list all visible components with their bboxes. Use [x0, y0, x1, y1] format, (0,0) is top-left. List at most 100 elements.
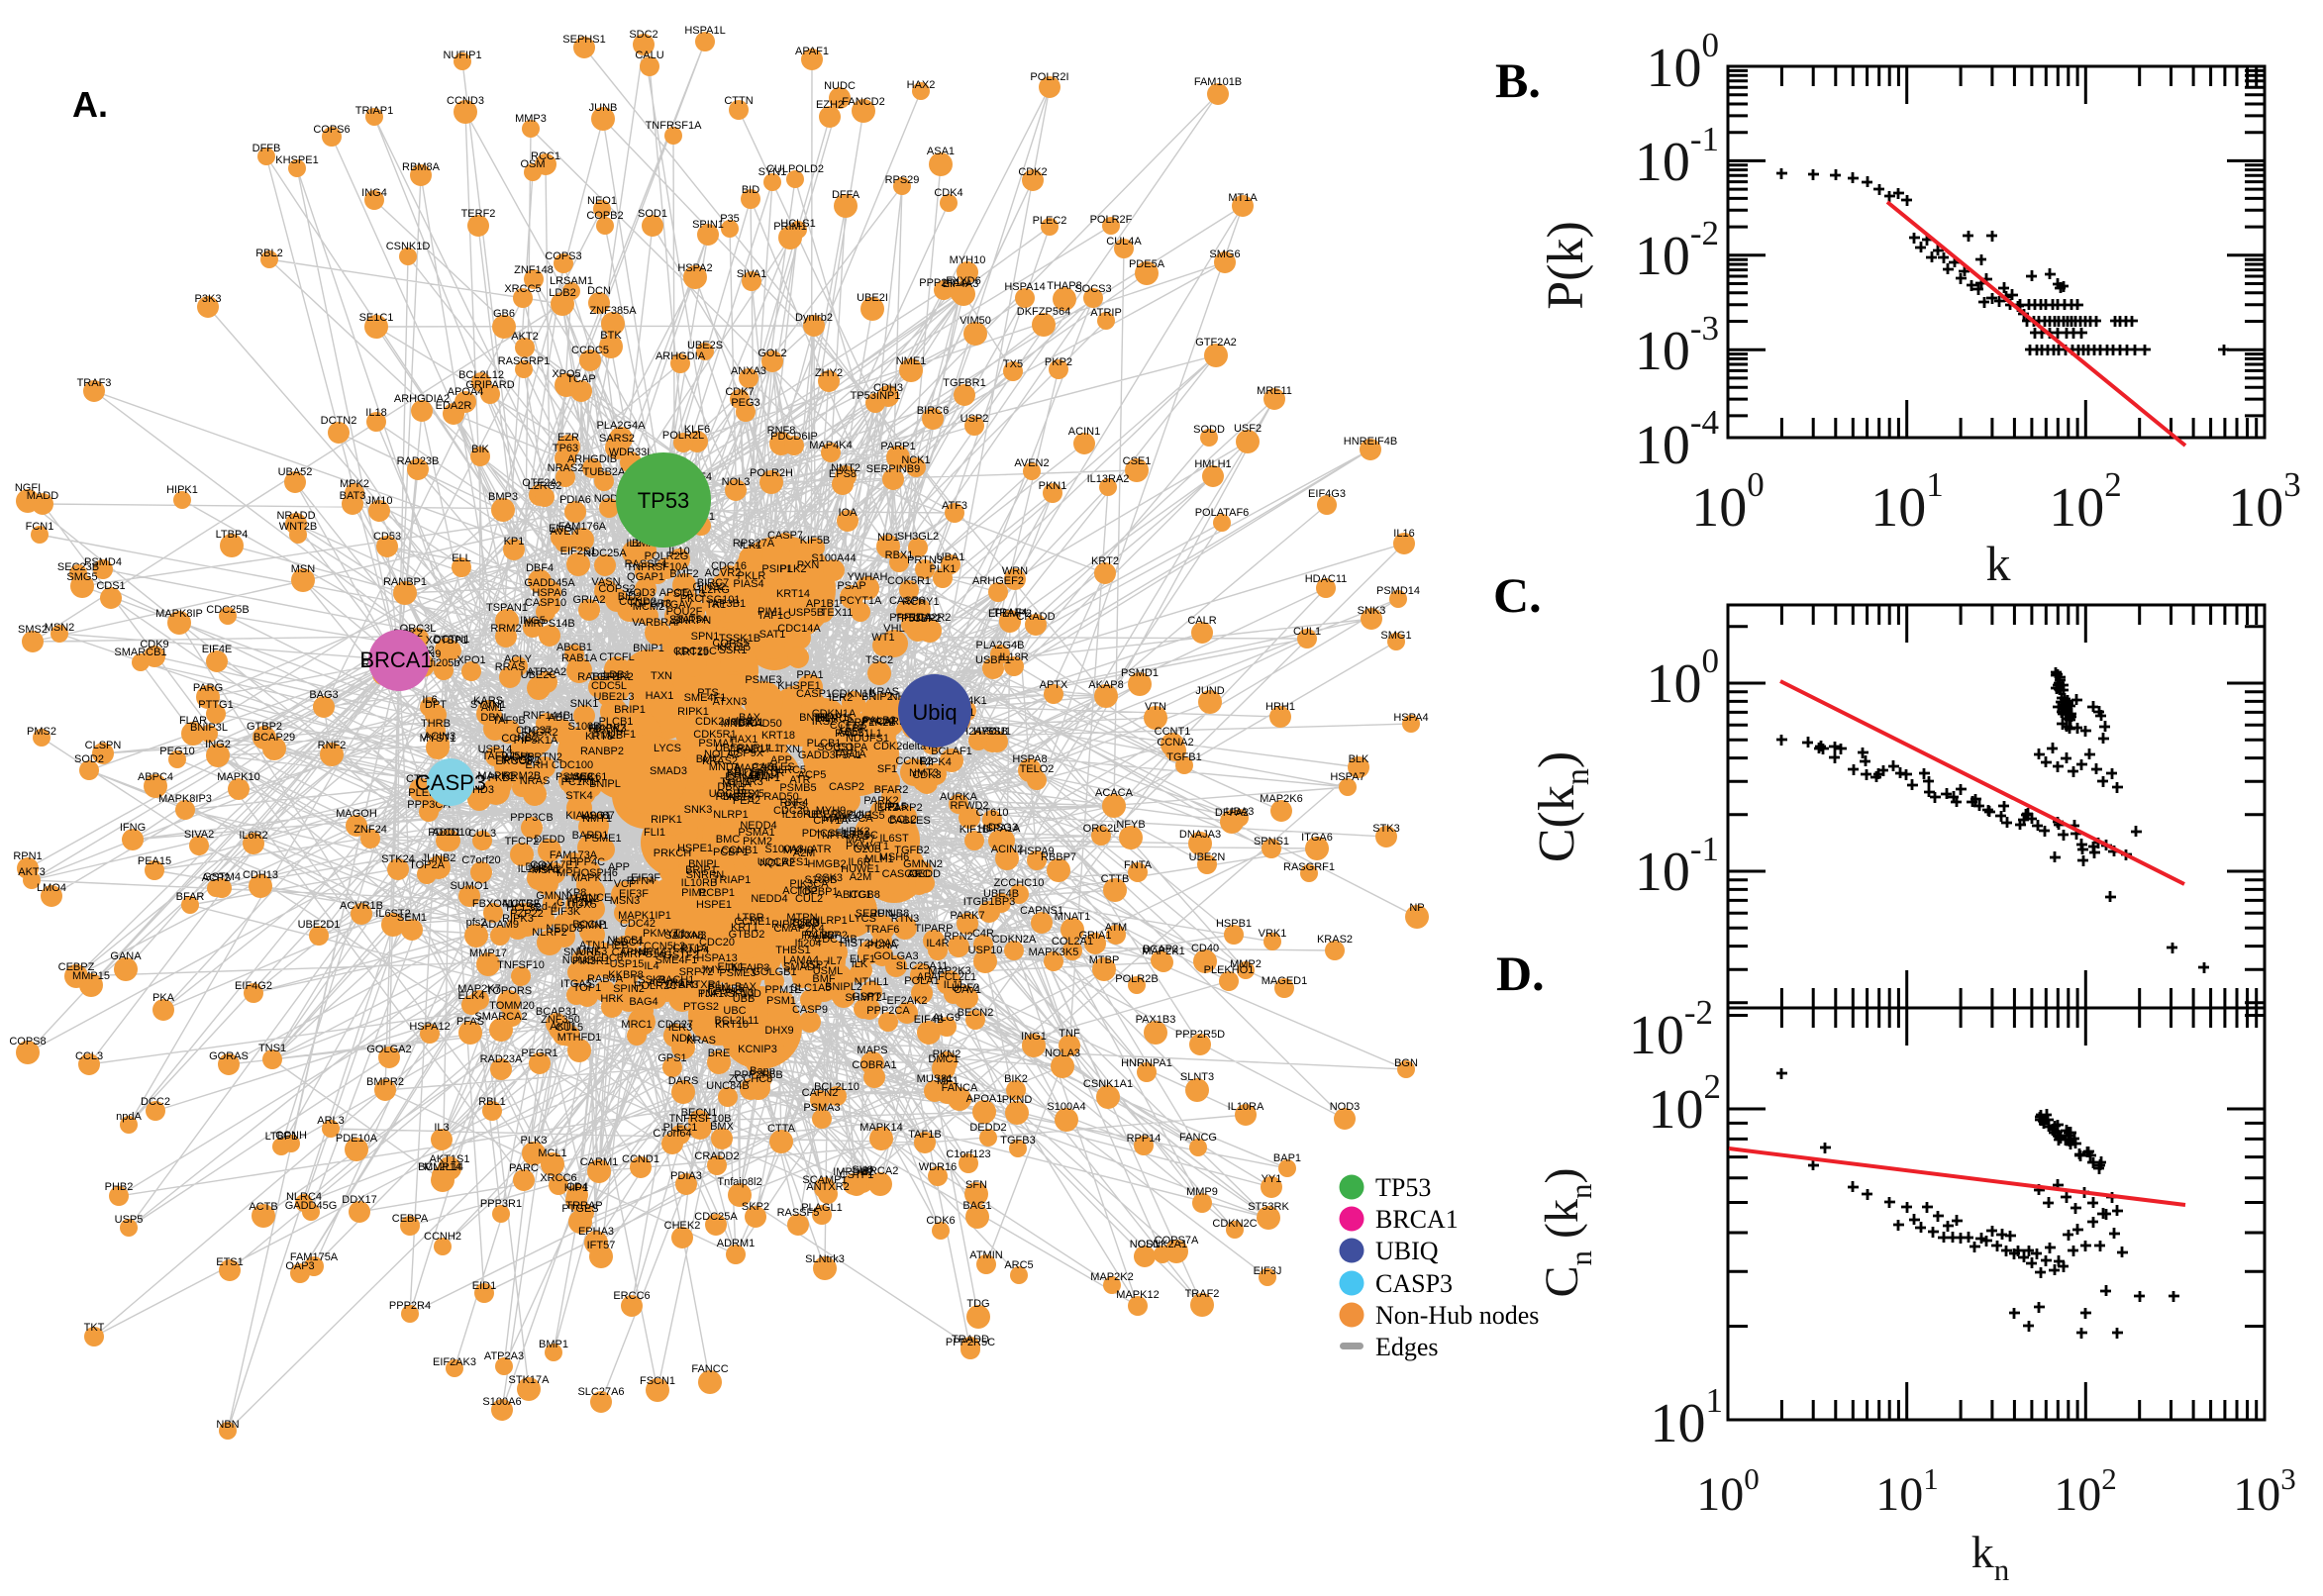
svg-text:CUL2: CUL2 [795, 893, 823, 905]
svg-text:CSNK2A1: CSNK2A1 [1138, 1239, 1187, 1250]
svg-text:POU2F: POU2F [666, 606, 703, 618]
svg-text:KP8: KP8 [566, 887, 587, 899]
svg-text:RTN3: RTN3 [891, 913, 920, 925]
svg-text:CUL5: CUL5 [556, 1022, 583, 1034]
svg-text:ACIN1: ACIN1 [1068, 426, 1100, 438]
svg-text:KCNIP3: KCNIP3 [738, 1044, 777, 1055]
svg-text:PSME3: PSME3 [745, 674, 781, 686]
svg-text:RAB1A: RAB1A [561, 652, 598, 664]
svg-text:Ubiq: Ubiq [912, 700, 957, 725]
svg-text:AP3B1: AP3B1 [712, 598, 746, 610]
svg-text:ATXN3: ATXN3 [713, 696, 748, 708]
svg-text:MLH1: MLH1 [864, 853, 893, 865]
svg-text:B.: B. [1495, 52, 1541, 108]
svg-text:RNF144B: RNF144B [523, 710, 570, 722]
svg-text:CTTN: CTTN [724, 95, 753, 107]
svg-text:MMP17: MMP17 [469, 948, 507, 959]
svg-text:MAPK1IP1: MAPK1IP1 [618, 910, 671, 922]
svg-text:SMN1: SMN1 [578, 920, 609, 932]
svg-text:IL18: IL18 [365, 407, 386, 419]
svg-text:RAD17: RAD17 [736, 744, 770, 755]
svg-text:BMF2: BMF2 [669, 568, 698, 580]
svg-text:BAG1: BAG1 [962, 1200, 991, 1212]
svg-text:PCBP1: PCBP1 [699, 887, 735, 899]
svg-text:PLA2G4B: PLA2G4B [976, 640, 1025, 651]
svg-text:BNIP1: BNIP1 [633, 643, 664, 654]
svg-text:ARL3: ARL3 [317, 1115, 345, 1127]
svg-text:PKMYT1: PKMYT1 [846, 841, 889, 852]
svg-text:OEDD: OEDD [909, 868, 941, 880]
svg-text:PTGES: PTGES [561, 1203, 598, 1215]
svg-text:IFNGR1: IFNGR1 [501, 754, 541, 766]
svg-text:LRP1: LRP1 [843, 829, 870, 841]
svg-text:IL13RA2: IL13RA2 [1087, 473, 1130, 485]
svg-text:VASN: VASN [591, 576, 620, 588]
svg-text:MAGED1: MAGED1 [1262, 975, 1307, 987]
svg-text:JMY: JMY [700, 964, 723, 976]
svg-text:S100A4: S100A4 [1047, 1101, 1085, 1113]
svg-text:CDC14A: CDC14A [777, 623, 821, 635]
svg-text:JUNB2: JUNB2 [422, 852, 456, 864]
svg-text:KRT10: KRT10 [715, 1019, 749, 1031]
svg-text:TAF1C: TAF1C [758, 610, 791, 622]
svg-text:NME1: NME1 [896, 355, 927, 367]
svg-text:ZHY2: ZHY2 [815, 367, 843, 379]
svg-text:LDB1: LDB1 [603, 669, 631, 681]
svg-text:RTN4: RTN4 [752, 770, 780, 782]
svg-text:CDC5L: CDC5L [591, 680, 627, 692]
svg-text:MTBP: MTBP [1089, 954, 1120, 966]
svg-text:ELL: ELL [452, 552, 471, 564]
svg-text:COPS7A: COPS7A [1155, 1235, 1199, 1247]
svg-text:CLSPN: CLSPN [85, 740, 122, 751]
svg-text:UP15: UP15 [879, 801, 907, 813]
svg-text:CDC6: CDC6 [593, 952, 623, 964]
svg-text:KRT18: KRT18 [727, 767, 760, 779]
svg-text:BCL2L11: BCL2L11 [714, 1015, 758, 1027]
svg-text:HYOU1: HYOU1 [973, 726, 1011, 738]
svg-text:MAPK3: MAPK3 [589, 723, 626, 735]
svg-text:CPT1A: CPT1A [813, 815, 849, 827]
svg-text:SMG5: SMG5 [66, 571, 97, 583]
svg-text:BLK: BLK [1349, 753, 1369, 765]
svg-text:S100B: S100B [567, 721, 600, 733]
svg-text:PTGS2: PTGS2 [683, 1001, 719, 1013]
svg-text:OAP3: OAP3 [285, 1260, 314, 1272]
svg-text:UBERNPUL1: UBERNPUL1 [808, 809, 873, 821]
svg-text:ING2: ING2 [205, 739, 231, 750]
svg-text:CALU: CALU [635, 50, 663, 61]
svg-text:TP63: TP63 [553, 443, 578, 454]
svg-text:ADRM1: ADRM1 [717, 1238, 756, 1249]
svg-text:PSMD1: PSMD1 [1121, 667, 1159, 679]
svg-text:NUCB1: NUCB1 [607, 935, 644, 947]
svg-text:MRPS14: MRPS14 [621, 948, 664, 960]
svg-text:APAFCL2L1: APAFCL2L1 [917, 971, 976, 983]
svg-text:S100B: S100B [804, 874, 837, 886]
svg-text:STK24: STK24 [381, 853, 415, 865]
svg-text:QGAP1: QGAP1 [627, 571, 664, 583]
svg-text:HIP1: HIP1 [564, 1182, 588, 1194]
svg-text:PLCB1: PLCB1 [807, 738, 842, 749]
svg-text:USP5: USP5 [115, 1214, 144, 1226]
svg-text:WDR33L: WDR33L [609, 447, 654, 458]
svg-text:EFEMP2: EFEMP2 [988, 608, 1032, 620]
svg-text:KP1: KP1 [504, 536, 525, 548]
svg-text:RIPK1: RIPK1 [677, 706, 709, 718]
svg-text:IER2: IER2 [874, 802, 898, 814]
svg-text:NOLA2: NOLA2 [704, 748, 740, 760]
svg-text:ACVR1: ACVR1 [649, 977, 685, 989]
svg-text:PPP1CA: PPP1CA [889, 612, 933, 624]
svg-text:TNFSF10: TNFSF10 [497, 959, 545, 971]
svg-text:TRIAP1: TRIAP1 [355, 105, 394, 117]
svg-text:IL10RB: IL10RB [782, 809, 819, 821]
svg-text:SPIN1: SPIN1 [692, 219, 724, 231]
svg-text:CPT1A: CPT1A [672, 943, 708, 954]
svg-text:MNDA: MNDA [721, 718, 754, 730]
svg-text:GRIPARD: GRIPARD [465, 379, 514, 391]
svg-text:CDS1: CDS1 [96, 580, 125, 592]
svg-text:PDE10A: PDE10A [336, 1133, 378, 1145]
svg-text:RAD50: RAD50 [747, 718, 781, 730]
svg-text:MT1A: MT1A [1228, 192, 1258, 204]
svg-text:DFFB: DFFB [252, 143, 281, 154]
svg-text:CTTB: CTTB [1101, 873, 1130, 885]
svg-text:CHEK2: CHEK2 [664, 1220, 701, 1232]
